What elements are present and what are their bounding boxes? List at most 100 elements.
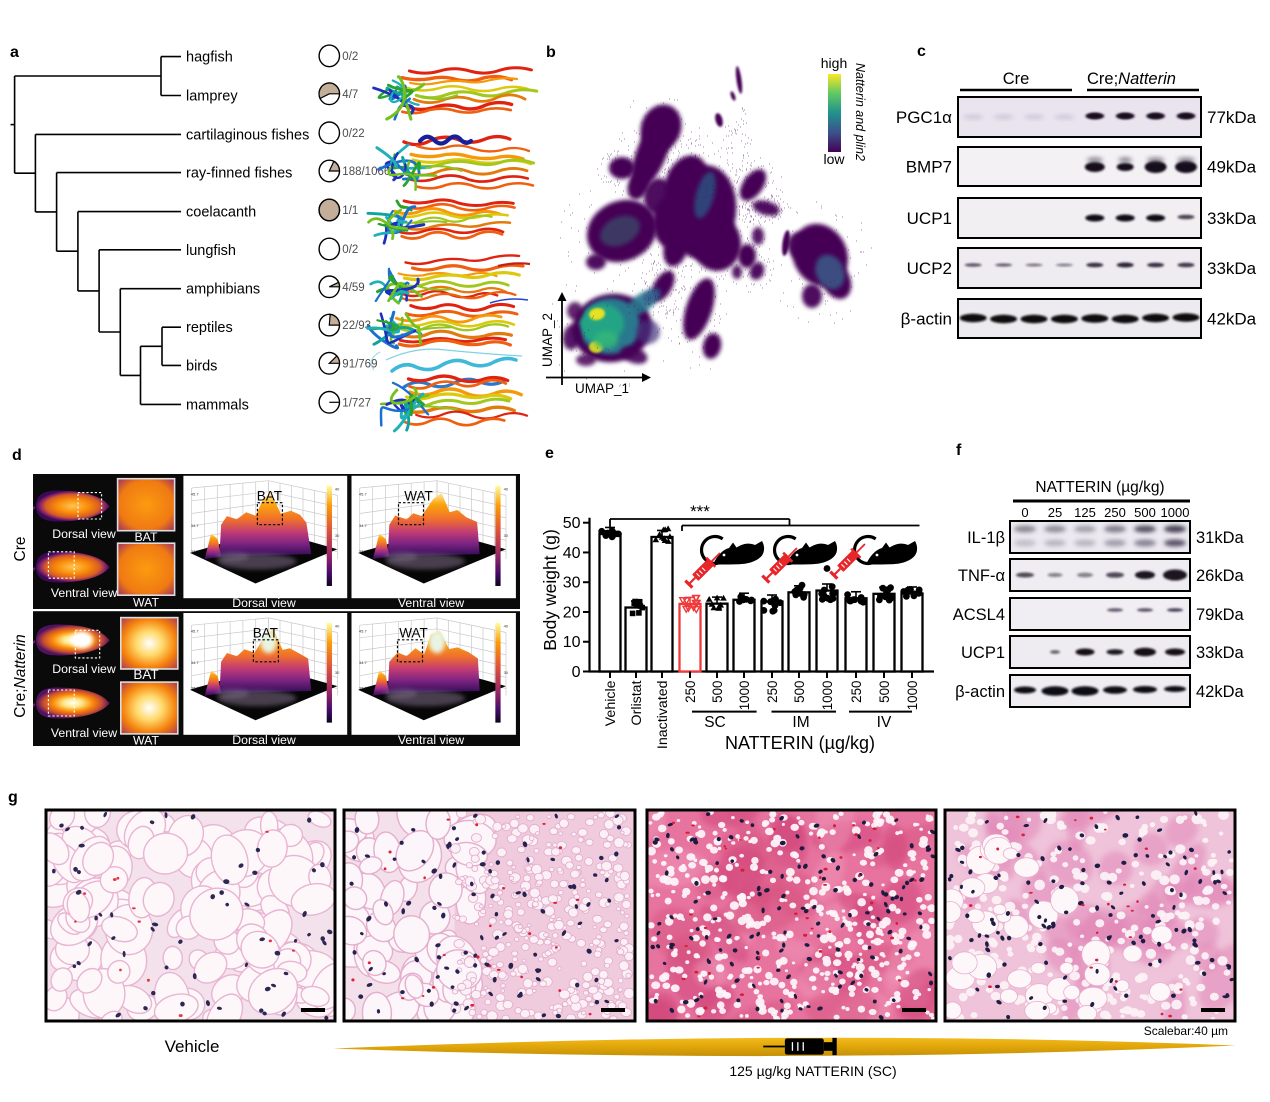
- svg-text:ray-finned fishes: ray-finned fishes: [186, 166, 292, 182]
- svg-text:Cre: Cre: [12, 537, 29, 562]
- svg-text:Dorsal view: Dorsal view: [52, 662, 116, 676]
- svg-text:25: 25: [1048, 505, 1062, 520]
- svg-text:1/1: 1/1: [342, 205, 358, 217]
- svg-text:0: 0: [572, 664, 581, 681]
- svg-text:33kDa: 33kDa: [1207, 259, 1257, 278]
- svg-text:mammals: mammals: [186, 397, 249, 413]
- svg-text:Ventral view: Ventral view: [51, 726, 117, 740]
- svg-text:ACSL4: ACSL4: [953, 606, 1005, 624]
- svg-text:500: 500: [1134, 505, 1156, 520]
- svg-text:Ventral view: Ventral view: [51, 586, 117, 600]
- svg-text:***: ***: [690, 502, 710, 521]
- svg-text:UCP1: UCP1: [907, 209, 952, 228]
- svg-text:40: 40: [335, 624, 340, 629]
- svg-text:Ventral view: Ventral view: [398, 733, 464, 747]
- svg-text:high: high: [821, 55, 847, 71]
- svg-text:91/769: 91/769: [342, 358, 377, 370]
- svg-text:Natterin and plin2: Natterin and plin2: [853, 63, 867, 161]
- svg-text:Orlistat: Orlistat: [629, 680, 645, 725]
- svg-text:NATTERIN (µg/kg): NATTERIN (µg/kg): [725, 733, 875, 753]
- svg-text:WAT: WAT: [133, 596, 159, 610]
- svg-text:30: 30: [504, 533, 509, 538]
- svg-text:45.7: 45.7: [359, 491, 368, 496]
- svg-text:1000: 1000: [820, 681, 835, 711]
- svg-text:40: 40: [335, 486, 340, 491]
- svg-text:125 µg/kg NATTERIN (SC): 125 µg/kg NATTERIN (SC): [729, 1063, 896, 1079]
- svg-text:Scalebar:40 µm: Scalebar:40 µm: [1144, 1024, 1228, 1038]
- svg-text:cartilaginous fishes: cartilaginous fishes: [186, 127, 309, 143]
- svg-text:NATTERIN (µg/kg): NATTERIN (µg/kg): [1035, 479, 1164, 496]
- svg-text:42kDa: 42kDa: [1196, 683, 1245, 701]
- svg-text:amphibians: amphibians: [186, 282, 260, 298]
- svg-text:40: 40: [504, 486, 509, 491]
- svg-text:250: 250: [765, 681, 780, 703]
- svg-text:45.7: 45.7: [191, 628, 200, 633]
- svg-text:26kDa: 26kDa: [1196, 567, 1245, 585]
- svg-text:Dorsal view: Dorsal view: [232, 596, 296, 610]
- svg-text:Cre;Natterin: Cre;Natterin: [1087, 70, 1176, 88]
- svg-text:31kDa: 31kDa: [1196, 529, 1245, 547]
- svg-text:4/7: 4/7: [342, 89, 358, 101]
- svg-text:0/2: 0/2: [342, 244, 358, 256]
- svg-text:Ventral view: Ventral view: [398, 596, 464, 610]
- svg-text:a: a: [10, 44, 19, 61]
- svg-text:UMAP_1: UMAP_1: [575, 381, 629, 396]
- svg-text:30: 30: [335, 533, 340, 538]
- svg-text:WAT: WAT: [399, 625, 428, 640]
- svg-text:hagfish: hagfish: [186, 50, 233, 66]
- svg-text:79kDa: 79kDa: [1196, 606, 1245, 624]
- svg-text:PGC1α: PGC1α: [896, 108, 952, 127]
- svg-text:BAT: BAT: [253, 625, 278, 640]
- svg-text:lamprey: lamprey: [186, 89, 238, 105]
- svg-text:UCP2: UCP2: [907, 259, 952, 278]
- svg-text:500: 500: [710, 681, 725, 703]
- svg-text:lungfish: lungfish: [186, 243, 236, 259]
- svg-text:f: f: [956, 442, 962, 459]
- svg-text:125: 125: [1074, 505, 1096, 520]
- svg-text:30: 30: [504, 670, 509, 675]
- svg-text:250: 250: [1104, 505, 1126, 520]
- svg-text:30: 30: [563, 575, 581, 592]
- svg-text:0/2: 0/2: [342, 51, 358, 63]
- svg-text:49kDa: 49kDa: [1207, 158, 1257, 177]
- svg-text:1000: 1000: [1161, 505, 1190, 520]
- svg-text:BAT: BAT: [133, 667, 158, 682]
- svg-text:40: 40: [504, 624, 509, 629]
- svg-text:Dorsal view: Dorsal view: [232, 733, 296, 747]
- svg-text:33kDa: 33kDa: [1207, 209, 1257, 228]
- svg-text:42kDa: 42kDa: [1207, 310, 1257, 329]
- svg-text:birds: birds: [186, 358, 217, 374]
- svg-text:BMP7: BMP7: [906, 158, 952, 177]
- svg-text:TNF-α: TNF-α: [958, 567, 1006, 585]
- svg-text:500: 500: [877, 681, 892, 703]
- svg-text:IL-1β: IL-1β: [967, 529, 1005, 547]
- svg-text:Cre: Cre: [1003, 70, 1030, 88]
- svg-text:0/22: 0/22: [342, 128, 364, 140]
- svg-text:UMAP_2: UMAP_2: [540, 313, 555, 367]
- svg-text:20: 20: [563, 604, 581, 621]
- svg-text:10: 10: [563, 634, 581, 651]
- svg-text:1000: 1000: [737, 681, 752, 711]
- svg-text:WAT: WAT: [133, 734, 159, 748]
- svg-text:β-actin: β-actin: [901, 310, 952, 329]
- svg-text:250: 250: [849, 681, 864, 703]
- svg-text:Cre;Natterin: Cre;Natterin: [12, 634, 29, 718]
- svg-text:Inactivated: Inactivated: [655, 681, 671, 750]
- svg-text:c: c: [917, 43, 926, 60]
- svg-text:g: g: [8, 789, 18, 806]
- svg-text:Vehicle: Vehicle: [165, 1037, 220, 1056]
- svg-text:30: 30: [335, 670, 340, 675]
- svg-text:b: b: [546, 44, 556, 61]
- svg-text:β-actin: β-actin: [955, 683, 1005, 701]
- svg-text:33kDa: 33kDa: [1196, 644, 1245, 662]
- svg-text:45.7: 45.7: [191, 491, 200, 496]
- svg-text:22/93: 22/93: [342, 320, 371, 332]
- svg-text:coelacanth: coelacanth: [186, 205, 256, 221]
- svg-text:IM: IM: [792, 714, 809, 731]
- svg-text:45.7: 45.7: [359, 628, 368, 633]
- svg-text:e: e: [545, 445, 554, 462]
- svg-text:77kDa: 77kDa: [1207, 108, 1257, 127]
- svg-text:reptiles: reptiles: [186, 320, 233, 336]
- svg-text:250: 250: [683, 681, 698, 703]
- svg-text:500: 500: [792, 681, 807, 703]
